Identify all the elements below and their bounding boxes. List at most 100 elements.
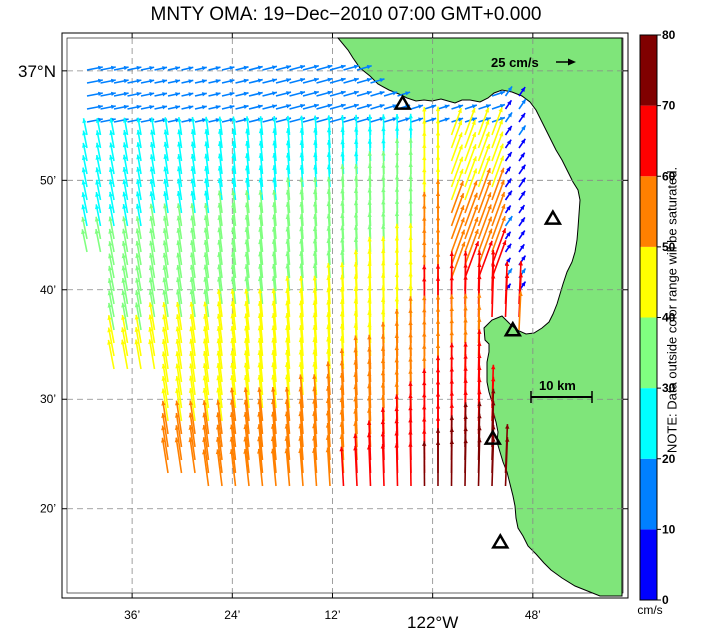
current-vector-head — [475, 241, 479, 246]
current-vector-head — [463, 306, 467, 311]
current-vector-head — [395, 175, 399, 180]
current-vector-head — [450, 264, 454, 269]
current-vector-head — [500, 168, 504, 173]
current-vector-head — [422, 417, 426, 422]
current-vector-head — [459, 157, 463, 162]
current-vector-head — [354, 127, 358, 132]
current-vector-head — [408, 235, 412, 240]
current-vector-head — [340, 164, 344, 169]
current-vector-head — [408, 369, 412, 374]
current-vector-head — [395, 224, 399, 229]
current-vector-head — [463, 330, 467, 335]
y-tick-label: 40’ — [40, 283, 56, 297]
current-vector-head — [395, 114, 399, 119]
current-vector-head — [409, 162, 413, 167]
current-vector — [410, 442, 411, 486]
current-vector-head — [431, 105, 436, 109]
current-vector-head — [458, 108, 462, 113]
current-vector-head — [327, 165, 331, 170]
colorbar-band — [640, 247, 657, 318]
current-vector-head — [473, 156, 477, 161]
current-vector-head — [436, 264, 440, 269]
current-vector-head — [408, 296, 412, 301]
current-vector-head — [463, 318, 467, 323]
current-vector-head — [368, 163, 372, 168]
current-vector-head — [450, 343, 454, 348]
current-vector-head — [408, 394, 412, 399]
current-vector-head — [488, 241, 492, 246]
current-vector-head — [368, 151, 372, 156]
current-vector-head — [408, 321, 412, 326]
current-vector-head — [409, 126, 413, 131]
current-vector-head — [409, 138, 413, 143]
current-vector-head — [354, 188, 358, 193]
current-vector-head — [354, 139, 358, 144]
current-vector-head — [445, 105, 450, 109]
current-vector-head — [463, 251, 467, 256]
current-vector-head — [327, 214, 331, 219]
current-vector-head — [422, 155, 426, 160]
current-vector-head — [422, 320, 426, 325]
current-vector-head — [436, 331, 440, 336]
current-vector-head — [395, 285, 399, 290]
current-vector-head — [460, 181, 464, 186]
current-vector-head — [471, 108, 475, 113]
current-vector-head — [450, 440, 454, 445]
current-vector-head — [477, 329, 481, 334]
current-vector-head — [354, 164, 358, 169]
current-vector — [465, 439, 466, 486]
current-vector-head — [450, 379, 454, 384]
current-vector-head — [450, 294, 454, 299]
current-vector-head — [459, 169, 463, 174]
current-vector-head — [395, 138, 399, 143]
current-vector-head — [450, 391, 454, 396]
current-vector-head — [450, 319, 454, 324]
current-vector-head — [486, 132, 490, 137]
colorbar-tick-label: 20 — [662, 452, 676, 466]
current-vector-head — [354, 213, 358, 218]
current-vector-head — [502, 228, 506, 233]
current-vector-head — [327, 189, 331, 194]
current-vector-head — [436, 191, 440, 196]
current-vector-head — [450, 331, 454, 336]
current-vector-head — [395, 163, 399, 168]
current-vector-head — [477, 250, 481, 255]
current-vector-head — [436, 440, 440, 445]
colorbar-tick-label: 70 — [662, 99, 676, 113]
current-vector-head — [409, 175, 413, 180]
current-vector-head — [450, 367, 454, 372]
current-vector-head — [499, 144, 503, 149]
current-vector-head — [436, 216, 440, 221]
x-tick-label: 36’ — [124, 608, 140, 622]
current-vector-head — [500, 156, 504, 161]
current-vector-head — [408, 199, 412, 204]
current-vector-head — [460, 205, 464, 210]
current-vector-head — [340, 189, 344, 194]
current-vector-head — [422, 405, 426, 410]
current-vector-head — [463, 414, 467, 419]
current-vector-head — [436, 380, 440, 385]
current-vector-head — [327, 140, 331, 145]
current-vector-head — [450, 276, 454, 281]
y-tick-label: 37°N — [18, 62, 56, 81]
current-vector-head — [487, 192, 491, 197]
current-vector-head — [436, 404, 440, 409]
current-vector-head — [460, 193, 464, 198]
current-vector-head — [436, 155, 440, 160]
current-vector-head — [422, 204, 426, 209]
current-vector-head — [381, 212, 385, 217]
current-vector-head — [408, 333, 412, 338]
current-vector-head — [408, 248, 412, 253]
current-vector-head — [436, 368, 440, 373]
current-vector-head — [368, 176, 372, 181]
current-vector-head — [422, 143, 426, 148]
current-vector-head — [368, 115, 372, 120]
current-vector-head — [422, 228, 426, 233]
current-vector-head — [477, 317, 481, 322]
current-vector-head — [463, 390, 467, 395]
current-vector-head — [472, 132, 476, 137]
current-vector-head — [463, 378, 467, 383]
current-vector-head — [473, 181, 477, 186]
current-vector-head — [408, 308, 412, 313]
current-vector-head — [367, 212, 371, 217]
